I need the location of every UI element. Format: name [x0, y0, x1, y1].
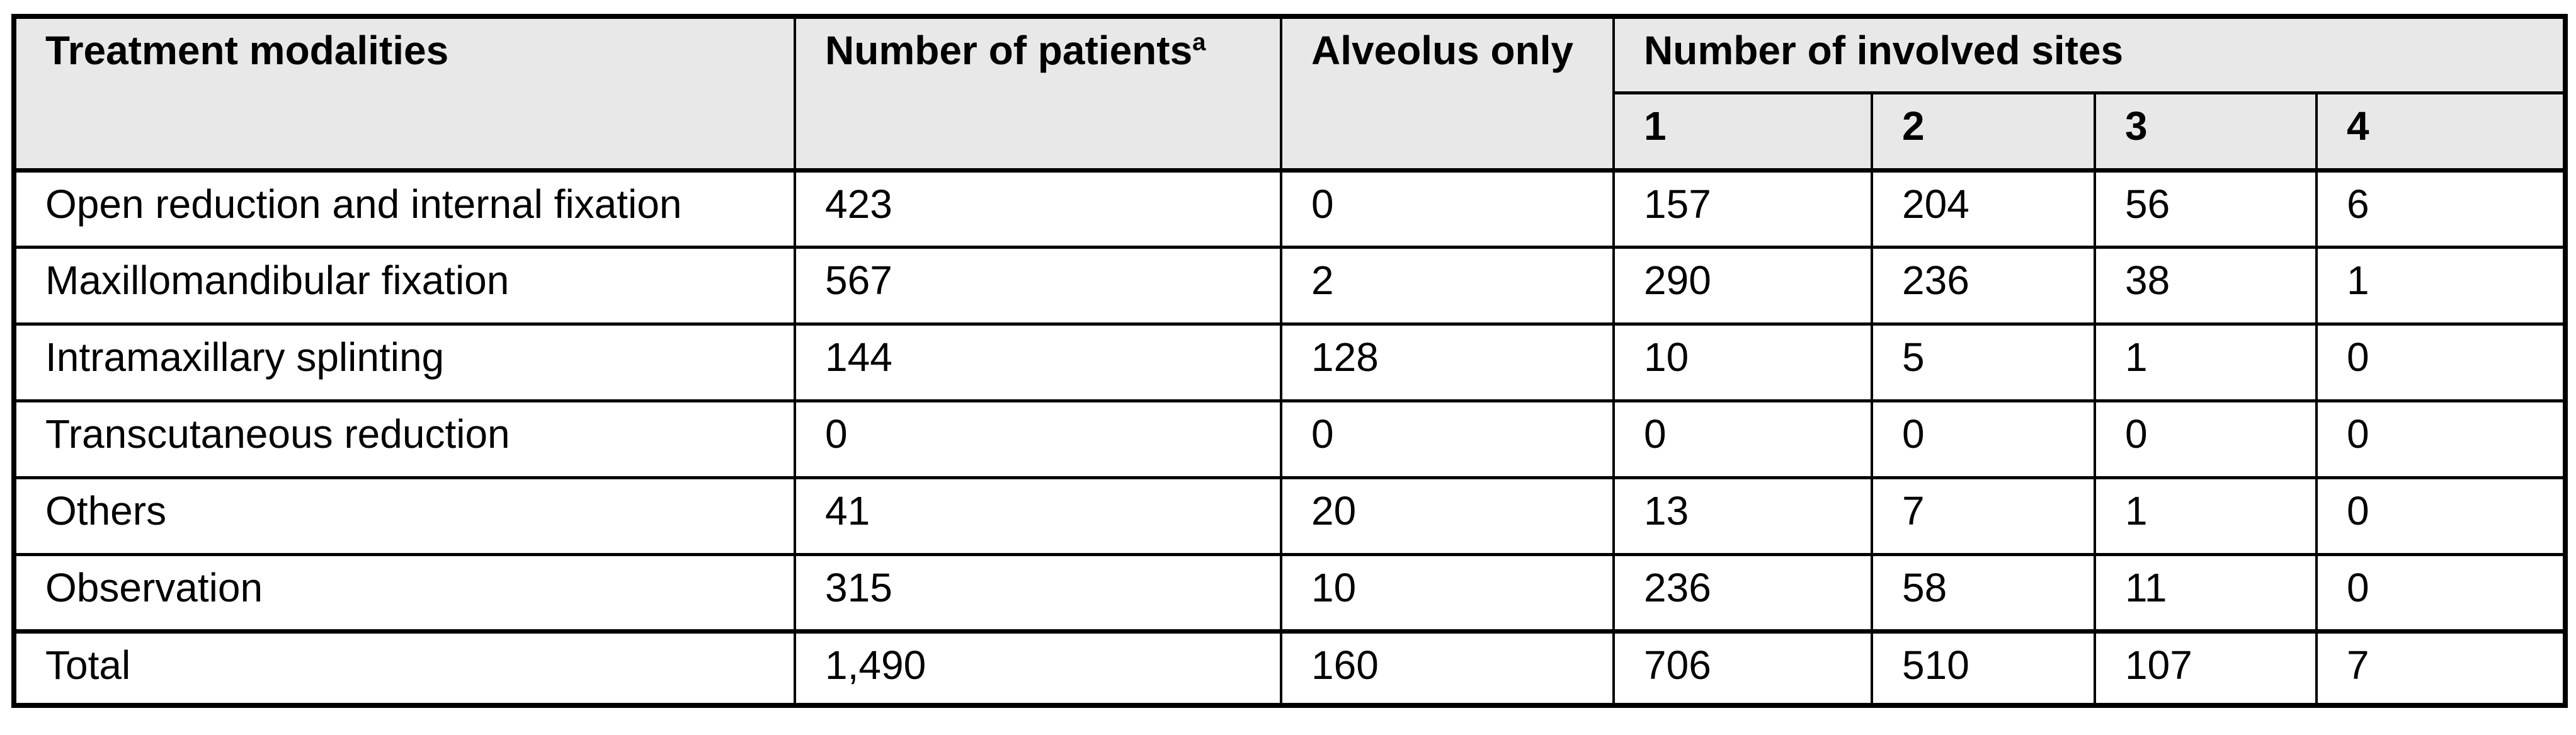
patients-cell: 423: [794, 169, 1282, 249]
alveolus-only-cell: 0: [1280, 169, 1615, 249]
table-header: Treatment modalities Number of patientsa…: [13, 15, 2567, 173]
sites-1-cell: 0: [1612, 399, 1873, 479]
patients-cell: 315: [794, 553, 1282, 633]
col-header-sites-1: 1: [1612, 91, 1873, 173]
col-header-number-of-patients: Number of patientsa: [794, 15, 1282, 173]
patients-cell: 144: [794, 322, 1282, 402]
sites-2-cell: 0: [1871, 399, 2096, 479]
col-header-treatment-modalities: Treatment modalities: [13, 15, 796, 173]
sites-4-cell: 0: [2315, 553, 2567, 633]
table-row: Maxillomandibular fixation 567 2 290 236…: [13, 246, 2567, 326]
alveolus-only-cell: 20: [1280, 476, 1615, 556]
sites-4-cell: 1: [2315, 246, 2567, 326]
sites-3-cell: 107: [2094, 629, 2318, 707]
alveolus-only-cell: 128: [1280, 322, 1615, 402]
header-row-sites: 1 2 3 4: [14, 91, 2567, 173]
alveolus-only-cell: 10: [1280, 553, 1615, 633]
row-label-cell: Transcutaneous reduction: [13, 399, 796, 479]
col-header-sites-2: 2: [1871, 91, 2096, 173]
col-header-sites-3: 3: [2094, 91, 2318, 173]
sites-3-cell: 1: [2094, 476, 2318, 556]
sites-1-cell: 157: [1612, 169, 1873, 249]
header-row-group: Treatment modalities Number of patientsa…: [13, 15, 2567, 173]
treatment-modalities-table: Treatment modalities Number of patientsa…: [11, 14, 2568, 708]
row-label-cell: Others: [13, 476, 796, 556]
footnote-marker-a: a: [1192, 28, 1206, 56]
sites-4-cell: 0: [2315, 476, 2567, 556]
sites-2-cell: 58: [1871, 553, 2096, 633]
row-label-cell: Total: [13, 629, 796, 707]
table-row: Intramaxillary splinting 144 128 10 5 1 …: [13, 322, 2567, 402]
sites-1-cell: 706: [1612, 629, 1873, 707]
sites-3-cell: 38: [2094, 246, 2318, 326]
sites-2-cell: 510: [1871, 629, 2096, 707]
patients-cell: 0: [794, 399, 1282, 479]
col-header-involved-sites-group: Number of involved sites: [1612, 15, 2567, 94]
sites-3-cell: 1: [2094, 322, 2318, 402]
sites-3-cell: 11: [2094, 553, 2318, 633]
row-label-cell: Intramaxillary splinting: [13, 322, 796, 402]
sites-3-cell: 0: [2094, 399, 2318, 479]
table-row: Observation 315 10 236 58 11 0: [13, 553, 2567, 633]
sites-2-cell: 204: [1871, 169, 2096, 249]
alveolus-only-cell: 2: [1280, 246, 1615, 326]
sites-1-cell: 13: [1612, 476, 1873, 556]
alveolus-only-cell: 0: [1280, 399, 1615, 479]
sites-3-cell: 56: [2094, 169, 2318, 249]
row-label-cell: Observation: [13, 553, 796, 633]
patients-cell: 1,490: [794, 629, 1282, 707]
sites-4-cell: 6: [2315, 169, 2567, 249]
row-label-cell: Open reduction and internal fixation: [13, 169, 796, 249]
table-row: Transcutaneous reduction 0 0 0 0 0 0: [13, 399, 2567, 479]
row-label-cell: Maxillomandibular fixation: [13, 246, 796, 326]
sites-4-cell: 0: [2315, 399, 2567, 479]
table-row: Open reduction and internal fixation 423…: [13, 169, 2567, 249]
col-header-sites-4: 4: [2315, 91, 2567, 173]
sites-2-cell: 7: [1871, 476, 2096, 556]
sites-2-cell: 236: [1871, 246, 2096, 326]
table-body: Open reduction and internal fixation 423…: [13, 169, 2567, 707]
col-header-alveolus-only: Alveolus only: [1280, 15, 1615, 173]
col-header-number-of-patients-label: Number of patients: [825, 28, 1193, 73]
total-row: Total 1,490 160 706 510 107 7: [13, 629, 2567, 707]
table-row: Others 41 20 13 7 1 0: [13, 476, 2567, 556]
sites-1-cell: 290: [1612, 246, 1873, 326]
sites-1-cell: 236: [1612, 553, 1873, 633]
sites-4-cell: 0: [2315, 322, 2567, 402]
sites-4-cell: 7: [2315, 629, 2567, 707]
alveolus-only-cell: 160: [1280, 629, 1615, 707]
sites-1-cell: 10: [1612, 322, 1873, 402]
patients-cell: 41: [794, 476, 1282, 556]
patients-cell: 567: [794, 246, 1282, 326]
sites-2-cell: 5: [1871, 322, 2096, 402]
